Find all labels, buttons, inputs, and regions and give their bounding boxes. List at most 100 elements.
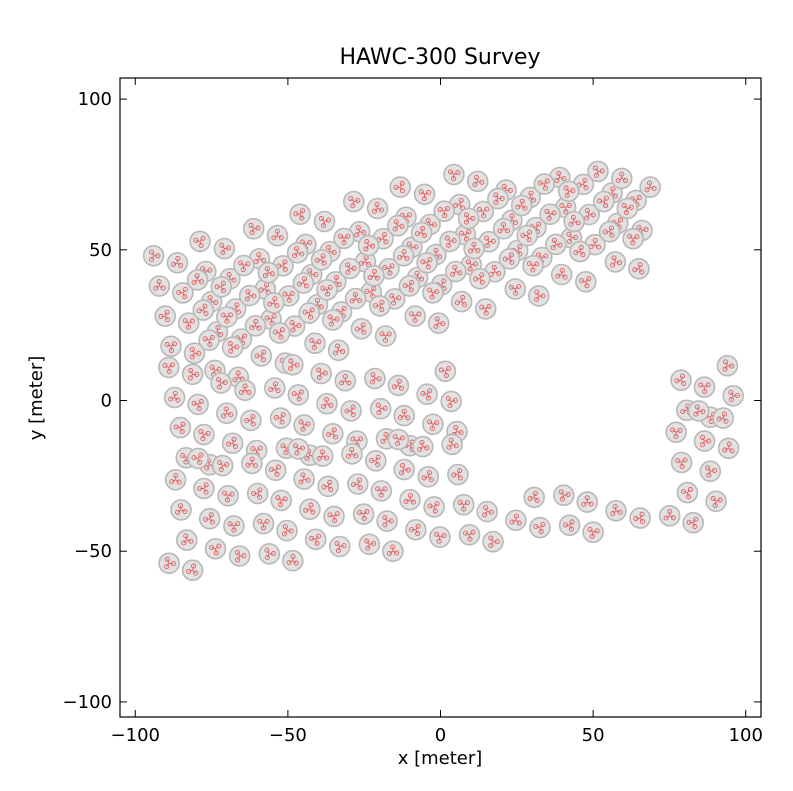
tank-marker [670, 369, 692, 392]
tank-marker [387, 374, 410, 397]
tank-marker [299, 498, 321, 521]
y-tick-label: 100 [78, 89, 112, 110]
pmt-icon [555, 273, 561, 279]
tank-marker [416, 383, 438, 406]
pmt-icon [569, 519, 575, 525]
pmt-icon [453, 202, 459, 208]
pmt-icon [475, 247, 481, 254]
pmt-icon [357, 510, 363, 516]
tank-marker [687, 400, 710, 422]
y-tick-label: −100 [63, 692, 112, 713]
pmt-icon [294, 450, 300, 456]
pmt-icon [443, 372, 449, 378]
pmt-icon [379, 331, 385, 337]
pmt-icon [332, 350, 339, 356]
tank-marker [523, 486, 546, 509]
pmt-icon [639, 518, 646, 525]
pmt-icon [298, 479, 304, 485]
pmt-icon [434, 288, 440, 295]
tank-marker [699, 460, 722, 483]
pmt-icon [288, 528, 294, 534]
pmt-icon [706, 472, 712, 478]
pmt-icon [220, 249, 226, 256]
pmt-icon [332, 518, 338, 524]
pmt-icon [586, 276, 592, 282]
pmt-icon [264, 518, 270, 525]
pmt-icon [344, 408, 350, 414]
pmt-icon [612, 504, 618, 510]
pmt-icon [488, 542, 494, 548]
pmt-icon [457, 499, 463, 505]
pmt-icon [316, 455, 322, 462]
y-tick-label: −50 [74, 541, 112, 562]
pmt-icon [371, 268, 377, 275]
pmt-icon [425, 218, 431, 224]
pmt-icon [229, 491, 235, 497]
pmt-icon [440, 321, 446, 327]
pmt-icon [407, 492, 413, 499]
pmt-icon [379, 299, 385, 305]
pmt-icon [375, 454, 381, 460]
pmt-icon [240, 267, 246, 273]
tank-marker [398, 275, 421, 297]
pmt-icon [516, 283, 522, 290]
tank-marker [177, 312, 200, 334]
tank-marker [574, 270, 597, 293]
tank-marker [217, 484, 239, 507]
pmt-icon [723, 359, 729, 365]
tank-marker [346, 473, 369, 495]
pmt-icon [567, 238, 573, 245]
pmt-icon [694, 404, 700, 410]
pmt-icon [261, 349, 267, 355]
pmt-icon [350, 404, 356, 410]
pmt-icon [400, 463, 406, 469]
pmt-icon [328, 402, 334, 408]
tank-marker [693, 430, 716, 452]
pmt-icon [455, 170, 461, 176]
tank-marker [552, 484, 575, 507]
pmt-icon [686, 519, 692, 525]
pmt-icon [473, 174, 480, 180]
tank-marker [240, 409, 262, 432]
pmt-icon [499, 196, 505, 202]
pmt-icon [420, 226, 426, 232]
pmt-icon [231, 436, 237, 442]
tank-marker [469, 267, 491, 290]
pmt-icon [257, 494, 263, 500]
tank-marker [422, 282, 444, 304]
tank-marker [376, 510, 398, 532]
pmt-icon [208, 512, 214, 518]
pmt-icon [260, 257, 266, 263]
pmt-icon [497, 228, 503, 234]
tank-marker [504, 278, 527, 300]
pmt-icon [693, 411, 699, 417]
pmt-icon [536, 221, 542, 227]
pmt-icon [249, 230, 255, 236]
tank-marker [422, 413, 444, 436]
pmt-icon [346, 380, 352, 386]
pmt-icon [458, 198, 464, 204]
pmt-icon [615, 177, 621, 184]
pmt-icon [164, 556, 170, 562]
tank-marker [712, 407, 735, 429]
pmt-icon [278, 235, 284, 241]
pmt-icon [175, 509, 181, 515]
pmt-icon [225, 245, 232, 251]
pmt-icon [370, 372, 376, 378]
pmt-icon [341, 305, 347, 312]
pmt-icon [375, 486, 381, 492]
pmt-icon [148, 249, 155, 255]
pmt-icon [241, 553, 247, 559]
pmt-icon [610, 186, 616, 192]
pmt-icon [426, 395, 432, 401]
pmt-icon [512, 219, 519, 226]
pmt-icon [244, 296, 250, 302]
pmt-icon [394, 550, 400, 556]
pmt-icon [420, 259, 426, 265]
pmt-icon [350, 411, 356, 418]
pmt-icon [636, 224, 642, 230]
pmt-icon [334, 511, 340, 517]
pmt-icon [255, 225, 261, 231]
pmt-icon [632, 267, 638, 273]
pmt-icon [256, 325, 262, 331]
